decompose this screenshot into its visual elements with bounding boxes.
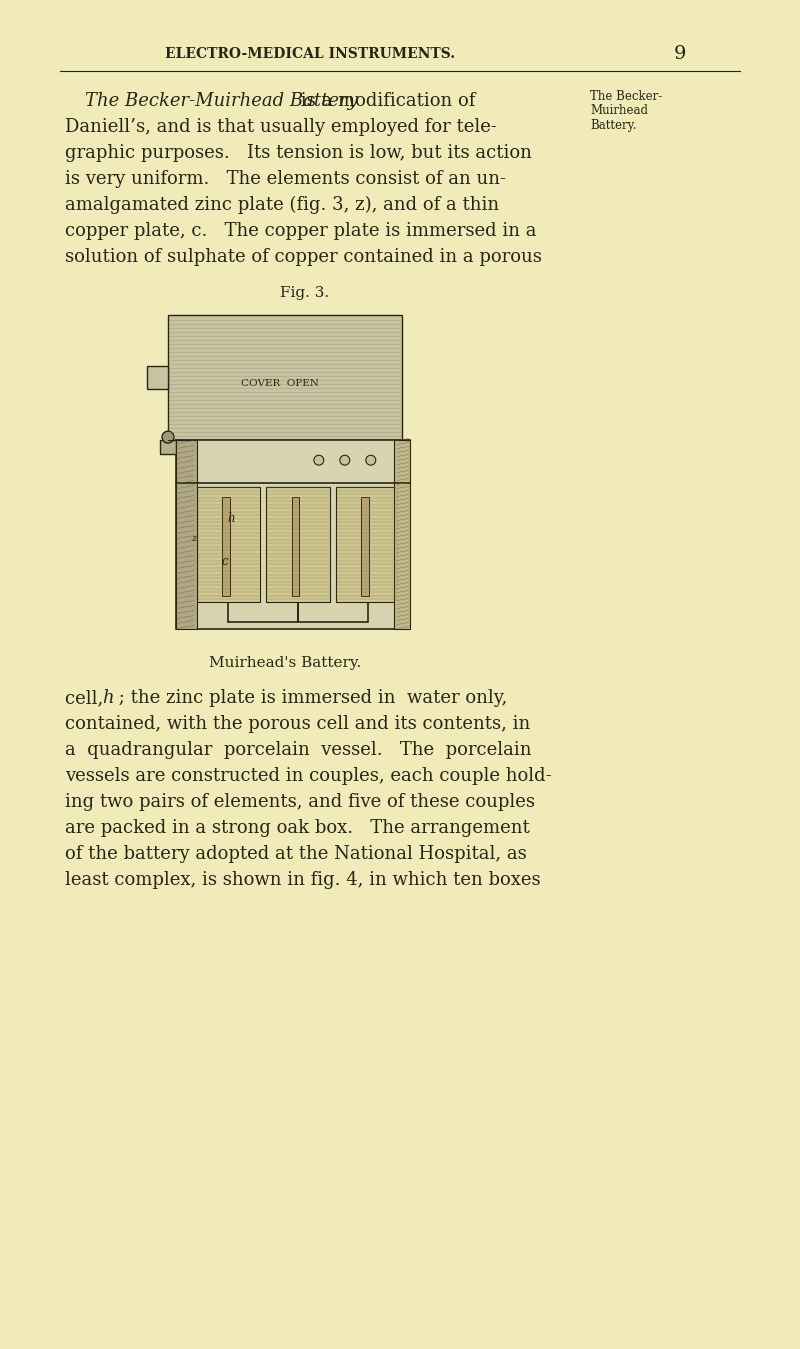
Text: a  quadrangular  porcelain  vessel.   The  porcelain: a quadrangular porcelain vessel. The por… <box>65 741 531 759</box>
Text: Muirhead: Muirhead <box>590 104 648 117</box>
Text: h: h <box>228 513 235 526</box>
Bar <box>362 498 369 595</box>
Text: Battery.: Battery. <box>590 119 637 131</box>
Circle shape <box>162 432 174 442</box>
Text: solution of sulphate of copper contained in a porous: solution of sulphate of copper contained… <box>65 248 542 266</box>
Text: 9: 9 <box>674 45 686 63</box>
Text: is a modification of: is a modification of <box>295 92 475 111</box>
Bar <box>197 487 260 602</box>
Text: Daniell’s, and is that usually employed for tele-: Daniell’s, and is that usually employed … <box>65 117 497 136</box>
Text: of the battery adopted at the National Hospital, as: of the battery adopted at the National H… <box>65 844 526 863</box>
Text: COVER  OPEN: COVER OPEN <box>241 379 318 389</box>
Bar <box>394 440 410 629</box>
Circle shape <box>314 455 324 465</box>
Bar <box>160 440 176 453</box>
Text: ELECTRO-MEDICAL INSTRUMENTS.: ELECTRO-MEDICAL INSTRUMENTS. <box>165 47 455 61</box>
Bar <box>222 498 230 595</box>
Text: Muirhead's Battery.: Muirhead's Battery. <box>209 656 361 670</box>
Text: Fig. 3.: Fig. 3. <box>281 286 330 299</box>
Text: amalgamated zinc plate (fig. 3, z), and of a thin: amalgamated zinc plate (fig. 3, z), and … <box>65 196 499 214</box>
Text: least complex, is shown in fig. 4, in which ten boxes: least complex, is shown in fig. 4, in wh… <box>65 871 541 889</box>
Polygon shape <box>147 366 168 390</box>
Text: ing two pairs of elements, and five of these couples: ing two pairs of elements, and five of t… <box>65 793 535 811</box>
Text: graphic purposes.   Its tension is low, but its action: graphic purposes. Its tension is low, bu… <box>65 144 532 162</box>
Text: are packed in a strong oak box.   The arrangement: are packed in a strong oak box. The arra… <box>65 819 530 836</box>
Text: contained, with the porous cell and its contents, in: contained, with the porous cell and its … <box>65 715 530 733</box>
Text: cell,: cell, <box>65 689 109 707</box>
Text: copper plate, c.   The copper plate is immersed in a: copper plate, c. The copper plate is imm… <box>65 223 537 240</box>
Text: z: z <box>191 534 197 544</box>
Text: vessels are constructed in couples, each couple hold-: vessels are constructed in couples, each… <box>65 768 552 785</box>
Bar <box>176 440 197 629</box>
Bar <box>176 440 410 629</box>
Text: is very uniform.   The elements consist of an un-: is very uniform. The elements consist of… <box>65 170 506 188</box>
Text: ; the zinc plate is immersed in  water only,: ; the zinc plate is immersed in water on… <box>113 689 507 707</box>
Circle shape <box>340 455 350 465</box>
Bar <box>292 498 299 595</box>
Text: The Becker-: The Becker- <box>590 90 662 104</box>
Bar <box>168 316 402 440</box>
Text: c: c <box>222 556 229 568</box>
Bar <box>266 487 330 602</box>
Text: h: h <box>102 689 114 707</box>
Bar <box>336 487 399 602</box>
Text: The Becker-Muirhead Battery: The Becker-Muirhead Battery <box>85 92 358 111</box>
Circle shape <box>366 455 376 465</box>
